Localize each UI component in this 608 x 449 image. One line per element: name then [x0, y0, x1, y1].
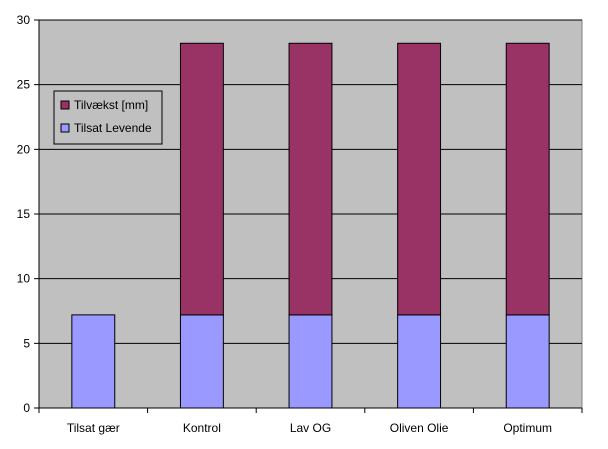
legend: Tilvækst [mm] Tilsat Levende: [53, 90, 163, 145]
legend-swatch: [60, 123, 70, 133]
y-tick-labels: 0 5 10 15 20 25 30: [17, 13, 31, 415]
legend-box: [53, 90, 163, 145]
bar-segment-tilvaekst: [397, 42, 442, 316]
x-category-labels: Tilsat gær Kontrol Lav OG Oliven Olie Optimu…: [67, 421, 552, 435]
x-category-label: Lav OG: [290, 421, 331, 435]
y-tick-label: 20: [17, 142, 31, 156]
legend-label: Tilsat Levende: [74, 121, 152, 135]
x-category-label: Optimum: [503, 421, 552, 435]
bar-segment-tilsat-levende: [71, 314, 116, 409]
y-tick-label: 25: [17, 78, 31, 92]
bars: [71, 42, 550, 409]
y-tick-label: 5: [23, 336, 30, 350]
y-tick-label: 30: [17, 13, 31, 27]
legend-swatch: [60, 100, 70, 110]
axes: [34, 19, 583, 413]
legend-label: Tilvækst [mm]: [74, 98, 148, 112]
x-category-label: Tilsat gær: [67, 421, 120, 435]
bar-segment-tilsat-levende: [288, 314, 333, 409]
bar-segment-tilsat-levende: [179, 314, 224, 409]
bar-segment-tilsat-levende: [505, 314, 550, 409]
y-tick-label: 0: [23, 401, 30, 415]
bar-segment-tilsat-levende: [397, 314, 442, 409]
y-tick-label: 15: [17, 207, 31, 221]
x-category-label: Oliven Olie: [390, 421, 449, 435]
bar-segment-tilvaekst: [505, 42, 550, 316]
bar-segment-tilvaekst: [288, 42, 333, 316]
bar-segment-tilvaekst: [179, 42, 224, 316]
y-tick-label: 10: [17, 272, 31, 286]
x-category-label: Kontrol: [183, 421, 221, 435]
